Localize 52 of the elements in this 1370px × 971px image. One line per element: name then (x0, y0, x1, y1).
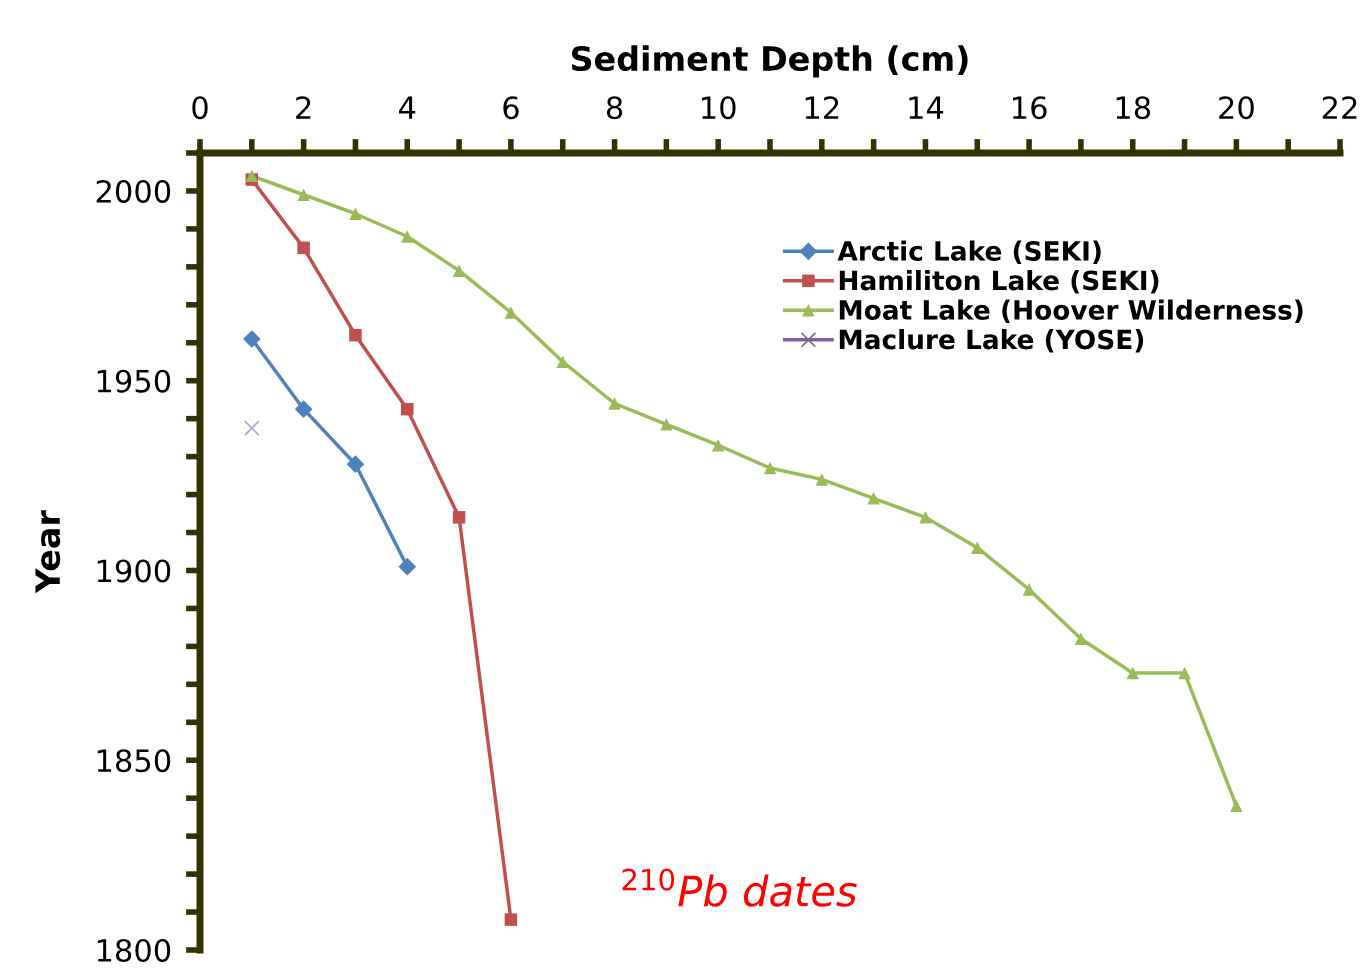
point (346, 455, 365, 474)
point (294, 400, 313, 419)
x-tick-label: 4 (399, 96, 416, 119)
point (556, 355, 569, 368)
point (245, 169, 259, 183)
point (1022, 583, 1036, 596)
x-tick-label: 2 (296, 96, 311, 119)
point (452, 264, 466, 277)
x-tick-label: 16 (1013, 96, 1047, 120)
point (608, 397, 621, 410)
x-axis-title: Sediment Depth (cm) (571, 45, 968, 78)
point (763, 461, 777, 475)
x-tick-label: 12 (805, 96, 839, 119)
legend-label: Hamiliton Lake (SEKI) (839, 270, 1159, 294)
x-tick-label: 22 (1322, 96, 1357, 119)
legend-label: Maclure Lake (YOSE) (839, 329, 1144, 353)
y-tick-label: 1950 (97, 369, 171, 393)
legend-label: Arctic Lake (SEKI) (837, 240, 1101, 265)
x-tick-label: 20 (1219, 96, 1254, 120)
point (401, 230, 414, 243)
point (1178, 666, 1191, 680)
y-axis-title: Year (35, 510, 61, 594)
point (867, 492, 880, 505)
point (452, 511, 466, 524)
x-tick-label: 8 (606, 96, 623, 120)
x-tick-label: 14 (909, 96, 944, 119)
point (242, 330, 261, 348)
x-tick-label: 18 (1116, 96, 1151, 120)
y-tick-label: 2000 (96, 179, 171, 203)
point (815, 473, 829, 486)
point (971, 541, 984, 554)
point (1230, 799, 1243, 813)
point (297, 188, 310, 201)
point (1126, 666, 1139, 680)
y-tick-label: 1900 (97, 559, 171, 583)
x-tick-label: 0 (192, 96, 208, 120)
x-tick-label: 10 (702, 96, 736, 120)
y-tick-label: 1800 (97, 938, 171, 963)
point (398, 557, 417, 576)
legend-label: Moat Lake (Hoover Wilderness) (839, 299, 1303, 324)
x-tick-label: 6 (503, 96, 519, 120)
point (660, 418, 673, 431)
point (401, 402, 414, 416)
point (504, 913, 518, 926)
point (297, 241, 310, 255)
point (919, 511, 932, 524)
point (1074, 632, 1088, 646)
point (349, 328, 362, 342)
point (711, 438, 725, 452)
point (349, 207, 362, 220)
y-tick-label: 1850 (97, 749, 171, 773)
annotation: $^{210}$Pb dates (622, 868, 857, 907)
